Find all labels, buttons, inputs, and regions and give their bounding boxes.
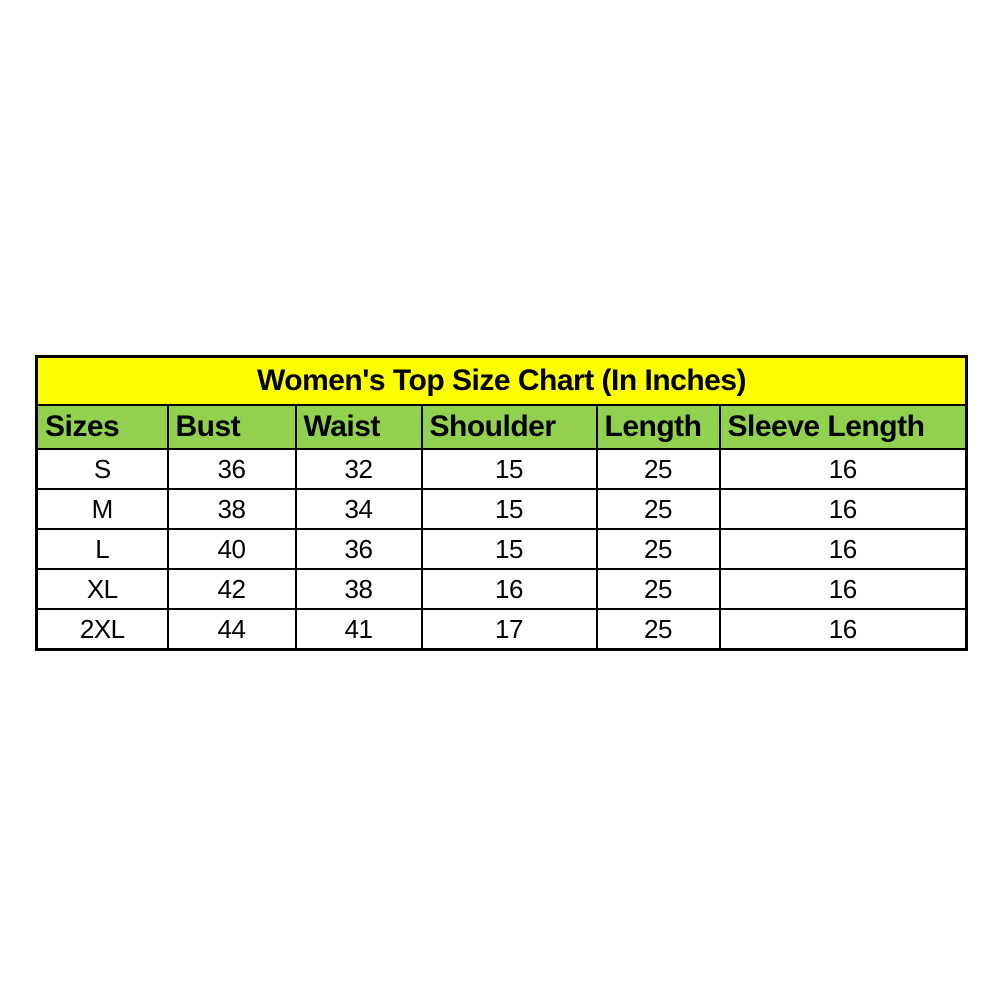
size-chart-table: Women's Top Size Chart (In Inches) Sizes…	[35, 355, 969, 651]
measurement-value-cell: 16	[718, 568, 968, 610]
measurement-value-cell: 32	[294, 448, 423, 490]
size-label-cell: 2XL	[35, 608, 169, 651]
header-cell-waist: Waist	[294, 404, 423, 450]
table-row: L 40 36 15 25 16	[35, 528, 968, 570]
measurement-value-cell: 41	[294, 608, 423, 651]
header-cell-length: Length	[595, 404, 721, 450]
table-body: S 36 32 15 25 16 M 38 34 15 25 16 L 40 36 15 25 16 XL 42 38 1…	[35, 448, 968, 651]
measurement-value-cell: 25	[595, 608, 721, 651]
measurement-value-cell: 16	[718, 608, 968, 651]
table-head: Women's Top Size Chart (In Inches) Sizes…	[35, 355, 968, 450]
measurement-value-cell: 17	[420, 608, 598, 651]
measurement-value-cell: 34	[294, 488, 423, 530]
measurement-value-cell: 25	[595, 528, 721, 570]
header-cell-sizes: Sizes	[35, 404, 169, 450]
table-row: XL 42 38 16 25 16	[35, 568, 968, 610]
measurement-value-cell: 38	[166, 488, 297, 530]
title-row: Women's Top Size Chart (In Inches)	[35, 355, 968, 406]
measurement-value-cell: 25	[595, 488, 721, 530]
measurement-value-cell: 16	[420, 568, 598, 610]
measurement-value-cell: 25	[595, 568, 721, 610]
measurement-value-cell: 38	[294, 568, 423, 610]
size-label-cell: XL	[35, 568, 169, 610]
measurement-value-cell: 15	[420, 448, 598, 490]
header-row: Sizes Bust Waist Shoulder Length Sleeve Lengt…	[35, 404, 968, 450]
table-row: 2XL 44 41 17 25 16	[35, 608, 968, 651]
measurement-value-cell: 16	[718, 488, 968, 530]
table-row: M 38 34 15 25 16	[35, 488, 968, 530]
measurement-value-cell: 36	[294, 528, 423, 570]
header-cell-sleeve-length: Sleeve Length	[718, 404, 968, 450]
measurement-value-cell: 15	[420, 488, 598, 530]
size-label-cell: M	[35, 488, 169, 530]
table-title: Women's Top Size Chart (In Inches)	[35, 355, 968, 406]
measurement-value-cell: 40	[166, 528, 297, 570]
measurement-value-cell: 16	[718, 528, 968, 570]
size-label-cell: L	[35, 528, 169, 570]
table-row: S 36 32 15 25 16	[35, 448, 968, 490]
measurement-value-cell: 44	[166, 608, 297, 651]
measurement-value-cell: 36	[166, 448, 297, 490]
measurement-value-cell: 25	[595, 448, 721, 490]
measurement-value-cell: 16	[718, 448, 968, 490]
measurement-value-cell: 15	[420, 528, 598, 570]
header-cell-bust: Bust	[166, 404, 297, 450]
size-label-cell: S	[35, 448, 169, 490]
header-cell-shoulder: Shoulder	[420, 404, 598, 450]
measurement-value-cell: 42	[166, 568, 297, 610]
